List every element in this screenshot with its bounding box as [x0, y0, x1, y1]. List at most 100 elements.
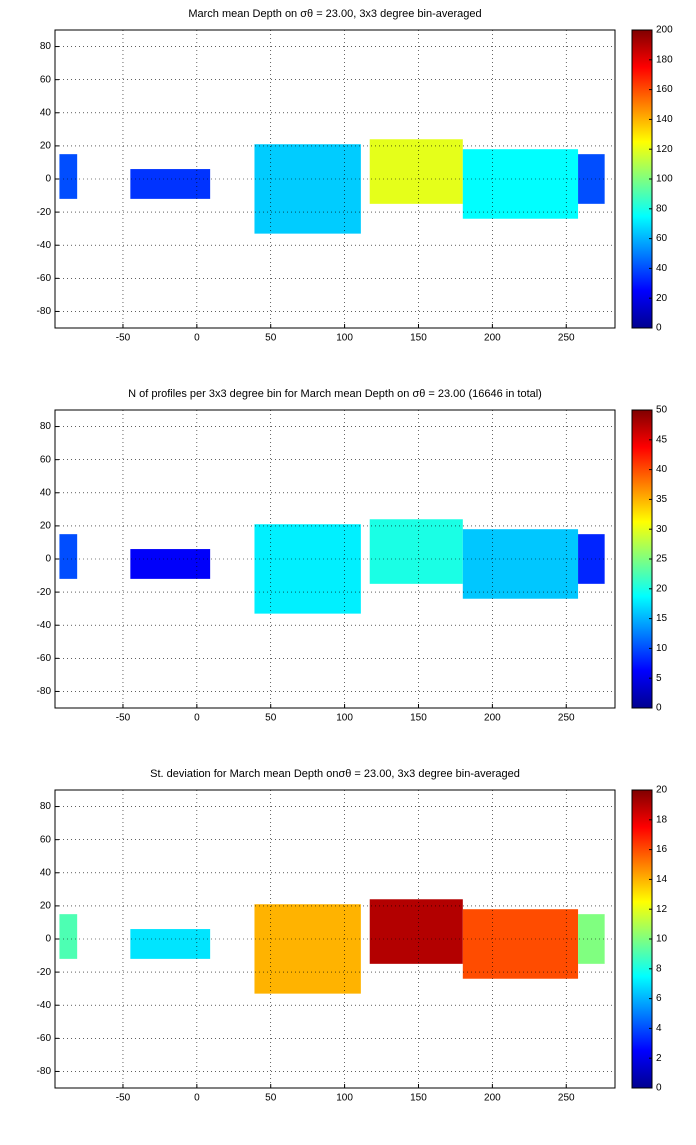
x-tick-label: 200 [484, 713, 501, 724]
colorbar-tick-label: 35 [656, 494, 668, 505]
y-tick-label: -40 [37, 240, 52, 251]
data-cell [130, 929, 211, 959]
y-tick-label: 60 [40, 454, 52, 465]
x-tick-label: 200 [484, 1093, 501, 1104]
colorbar-tick-label: 20 [656, 293, 668, 304]
x-tick-label: 100 [336, 333, 353, 344]
colorbar-tick-label: 16 [656, 844, 668, 855]
y-tick-label: -20 [37, 967, 52, 978]
y-tick-label: 40 [40, 487, 52, 498]
colorbar-tick-label: 8 [656, 963, 662, 974]
data-cell [130, 549, 211, 579]
y-tick-label: 80 [40, 41, 52, 52]
data-cell [254, 524, 361, 614]
data-cell [462, 529, 579, 599]
y-tick-label: -40 [37, 620, 52, 631]
x-tick-label: 50 [265, 713, 277, 724]
colorbar-tick-label: 20 [656, 785, 668, 796]
y-tick-label: -60 [37, 1033, 52, 1044]
colorbar-tick-label: 12 [656, 904, 668, 915]
colorbar-tick-label: 25 [656, 554, 668, 565]
y-tick-label: 0 [45, 554, 51, 565]
colorbar-tick-label: 120 [656, 144, 673, 155]
y-tick-label: -20 [37, 587, 52, 598]
colorbar-tick-label: 0 [656, 323, 662, 334]
x-tick-label: 100 [336, 713, 353, 724]
data-cell [369, 139, 463, 204]
colorbar-tick-label: 6 [656, 993, 662, 1004]
x-tick-label: 100 [336, 1093, 353, 1104]
x-tick-label: -50 [116, 713, 131, 724]
colorbar-tick-label: 20 [656, 583, 668, 594]
x-tick-label: 250 [558, 713, 575, 724]
colorbar-tick-label: 0 [656, 703, 662, 714]
data-cell [254, 904, 361, 994]
y-tick-label: -80 [37, 686, 52, 697]
y-tick-label: 20 [40, 141, 52, 152]
x-tick-label: 0 [194, 713, 200, 724]
y-tick-label: 80 [40, 801, 52, 812]
data-cell [59, 534, 78, 579]
colorbar-tick-label: 140 [656, 114, 673, 125]
x-tick-label: 250 [558, 333, 575, 344]
axes-frame [54, 409, 616, 709]
data-cell [369, 899, 463, 964]
x-tick-label: 0 [194, 1093, 200, 1104]
data-cell [462, 149, 579, 219]
colorbar-tick-label: 80 [656, 203, 668, 214]
y-tick-label: -80 [37, 306, 52, 317]
colorbar-tick-label: 4 [656, 1023, 662, 1034]
colorbar-tick-label: 15 [656, 613, 668, 624]
colorbar-tick-label: 180 [656, 54, 673, 65]
data-cell [254, 144, 361, 234]
x-tick-label: 150 [410, 333, 427, 344]
colorbar-tick-label: 160 [656, 84, 673, 95]
colorbar-tick-label: 14 [656, 874, 668, 885]
x-tick-label: 200 [484, 333, 501, 344]
x-tick-label: -50 [116, 1093, 131, 1104]
y-tick-label: -60 [37, 653, 52, 664]
colorbar-tick-label: 0 [656, 1083, 662, 1094]
y-tick-label: -80 [37, 1066, 52, 1077]
y-tick-label: -40 [37, 1000, 52, 1011]
colorbar-tick-label: 5 [656, 673, 662, 684]
y-tick-label: 60 [40, 834, 52, 845]
data-cell [462, 909, 579, 979]
chart-title: March mean Depth on σθ = 23.00, 3x3 degr… [188, 8, 481, 20]
colorbar-tick-label: 60 [656, 233, 668, 244]
x-tick-label: 50 [265, 333, 277, 344]
colorbar-tick-label: 200 [656, 25, 673, 36]
colorbar-tick-label: 40 [656, 263, 668, 274]
data-cell [59, 154, 78, 199]
y-tick-label: 0 [45, 174, 51, 185]
x-tick-label: 50 [265, 1093, 277, 1104]
colorbar-tick-label: 18 [656, 814, 668, 825]
x-tick-label: -50 [116, 333, 131, 344]
axes-frame [54, 789, 616, 1089]
x-tick-label: 0 [194, 333, 200, 344]
y-tick-label: -20 [37, 207, 52, 218]
y-tick-label: -60 [37, 273, 52, 284]
colorbar-tick-label: 100 [656, 174, 673, 185]
colorbar-tick-label: 50 [656, 405, 668, 416]
colorbar-tick-label: 10 [656, 643, 668, 654]
colorbar-tick-label: 2 [656, 1053, 662, 1064]
axes-frame [54, 29, 616, 329]
chart-title: N of profiles per 3x3 degree bin for Mar… [128, 388, 542, 400]
y-tick-label: 0 [45, 934, 51, 945]
data-cell [369, 519, 463, 584]
y-tick-label: 40 [40, 107, 52, 118]
data-cell [130, 169, 211, 199]
colorbar-tick-label: 40 [656, 464, 668, 475]
chart-title: St. deviation for March mean Depth onσθ … [150, 768, 520, 780]
data-cell [59, 914, 78, 959]
y-tick-label: 40 [40, 867, 52, 878]
y-tick-label: 80 [40, 421, 52, 432]
y-tick-label: 20 [40, 521, 52, 532]
x-tick-label: 150 [410, 1093, 427, 1104]
y-tick-label: 20 [40, 901, 52, 912]
colorbar-tick-label: 10 [656, 934, 668, 945]
y-tick-label: 60 [40, 74, 52, 85]
x-tick-label: 150 [410, 713, 427, 724]
